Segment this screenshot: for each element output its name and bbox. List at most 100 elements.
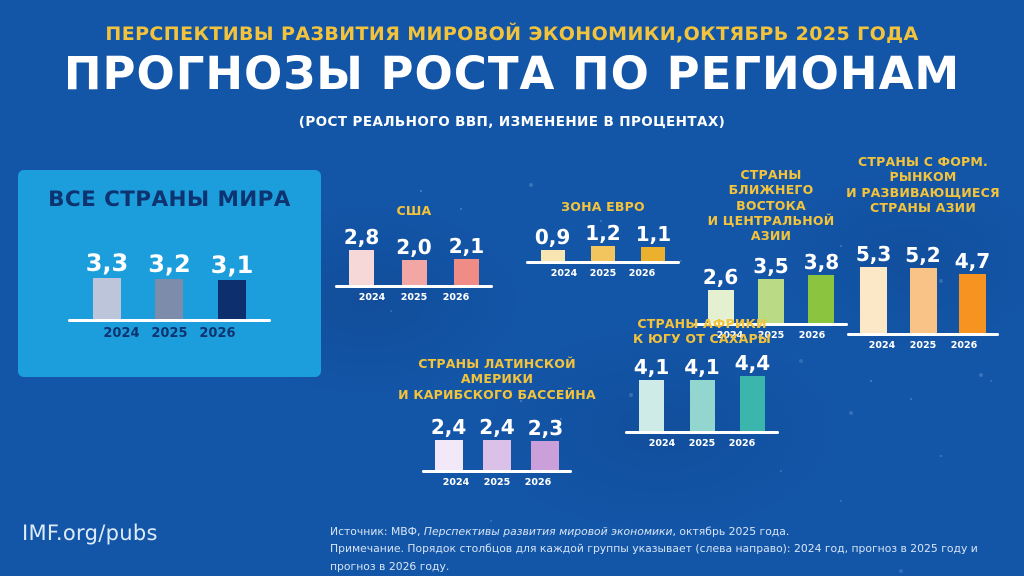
- report-kicker: ПЕРСПЕКТИВЫ РАЗВИТИЯ МИРОВОЙ ЭКОНОМИКИ,О…: [105, 23, 919, 45]
- world-value-label: 3,2: [148, 250, 191, 278]
- usa-bar: [401, 260, 427, 286]
- asia-bar-group-2025: 5,2: [905, 243, 941, 333]
- euro-year-label: 2024: [550, 268, 578, 280]
- world-year-label: 2024: [103, 326, 140, 342]
- africa-bar-group-2024: 4,1: [634, 356, 669, 431]
- latam-year-label: 2024: [442, 476, 470, 488]
- world-year-label: 2025: [151, 326, 188, 342]
- africa-year-label: 2025: [688, 437, 716, 449]
- asia-bar: [860, 267, 888, 333]
- euro-bar: [641, 247, 666, 262]
- latin-america-caribbean-chart: 2,4 2,4 2,3 2024 2025 2026: [421, 402, 573, 488]
- latam-bar-group-2025: 2,4: [479, 414, 515, 470]
- latam-year-label: 2025: [483, 476, 511, 488]
- latam-value-label: 2,3: [527, 415, 564, 440]
- group-usa: США 2,8 2,0 2,1 2024 2025 2026: [334, 203, 494, 304]
- euro-bar-group-2026: 1,1: [636, 223, 671, 262]
- africa-bar: [639, 379, 665, 431]
- latam-year-label: 2026: [524, 476, 552, 488]
- euro-bar-group-2024: 0,9: [534, 225, 571, 262]
- latam-value-label: 2,4: [430, 414, 467, 439]
- world-bar-group-2025: 3,2: [148, 250, 191, 320]
- asia-value-label: 4,7: [954, 249, 991, 273]
- euro-value-label: 1,2: [585, 221, 621, 246]
- background-speckles: [870, 380, 872, 382]
- asia-bar-group-2026: 4,7: [955, 250, 990, 333]
- world-value-label: 3,1: [210, 251, 254, 279]
- world-bar-group-2024: 3,3: [85, 249, 129, 320]
- asia-year-label: 2025: [909, 340, 937, 351]
- latam-bar: [531, 440, 560, 470]
- asia-bar: [958, 274, 986, 333]
- group-euro-area: ЗОНА ЕВРО 0,9 1,2 1,1 2024 2025 2026: [525, 199, 681, 280]
- imf-pubs-link[interactable]: IMF.org/pubs: [22, 521, 158, 545]
- latam-axis-line: [421, 469, 573, 473]
- africa-bar-group-2026: 4,4: [735, 352, 770, 431]
- world-bar: [155, 279, 184, 320]
- asia-bar-group-2024: 5,3: [856, 243, 891, 333]
- sub-saharan-africa-chart: 4,1 4,1 4,4 2024 2025 2026: [624, 347, 780, 449]
- mideast-bar: [707, 290, 734, 324]
- euro-bar: [540, 250, 565, 262]
- world-chart: 3,3 3,2 3,1 2024 2025 2026: [67, 212, 272, 342]
- world-bar: [92, 278, 121, 320]
- group-usa-title: США: [396, 203, 432, 218]
- euro-area-chart: 0,9 1,2 1,1 2024 2025 2026: [525, 214, 681, 280]
- usa-axis-line: [334, 285, 494, 289]
- group-emerging-developing-asia: СТРАНЫ С ФОРМ. РЫНКОМ И РАЗВИВАЮЩИЕСЯ СТ…: [824, 154, 1022, 351]
- asia-year-label: 2026: [950, 340, 978, 351]
- asia-value-label: 5,3: [855, 242, 892, 266]
- world-bar-group-2026: 3,1: [210, 251, 254, 320]
- page-title: ПРОГНОЗЫ РОСТА ПО РЕГИОНАМ: [63, 47, 961, 100]
- usa-bar: [453, 259, 479, 286]
- background-speckles: [520, 400, 522, 402]
- africa-value-label: 4,4: [734, 350, 771, 375]
- mideast-value-label: 3,8: [803, 250, 840, 275]
- mideast-bar: [808, 275, 835, 324]
- mideast-year-label: 2026: [798, 330, 826, 342]
- latam-bar: [483, 439, 511, 470]
- usa-bar-group-2026: 2,1: [448, 234, 485, 286]
- middle-east-central-asia-chart: 2,6 3,5 3,8 2024 2025 2026: [693, 243, 849, 342]
- africa-bar: [689, 379, 715, 431]
- usa-value-label: 2,1: [448, 234, 485, 259]
- group-middle-east-central-asia: СТРАНЫ БЛИЖНЕГО ВОСТОКА И ЦЕНТРАЛЬНОЙ АЗ…: [693, 167, 849, 342]
- latam-value-label: 2,4: [479, 414, 515, 439]
- world-bar: [218, 280, 246, 320]
- mideast-year-label: 2025: [757, 330, 785, 342]
- usa-bar-group-2024: 2,8: [344, 226, 379, 286]
- world-year-label: 2026: [199, 326, 236, 342]
- world-axis-line: [67, 319, 272, 323]
- asia-axis-line: [846, 333, 1000, 336]
- latam-bar-group-2026: 2,3: [528, 417, 563, 470]
- world-value-label: 3,3: [85, 249, 129, 277]
- mideast-bar-group-2025: 3,5: [753, 254, 789, 324]
- world-panel-title: ВСЕ СТРАНЫ МИРА: [48, 187, 291, 212]
- group-emerging-developing-asia-title: СТРАНЫ С ФОРМ. РЫНКОМ И РАЗВИВАЮЩИЕСЯ СТ…: [846, 154, 1000, 215]
- euro-value-label: 0,9: [534, 225, 571, 250]
- usa-year-label: 2025: [400, 292, 428, 304]
- africa-axis-line: [624, 430, 780, 434]
- asia-value-label: 5,2: [905, 243, 941, 267]
- usa-year-label: 2026: [442, 292, 470, 304]
- euro-bar-group-2025: 1,2: [585, 221, 621, 262]
- group-euro-area-title: ЗОНА ЕВРО: [561, 199, 645, 214]
- mideast-bar-group-2024: 2,6: [703, 266, 738, 324]
- group-middle-east-central-asia-title: СТРАНЫ БЛИЖНЕГО ВОСТОКА И ЦЕНТРАЛЬНОЙ АЗ…: [707, 167, 835, 243]
- asia-bar: [909, 268, 937, 333]
- africa-year-label: 2024: [648, 437, 676, 449]
- africa-value-label: 4,1: [684, 354, 720, 379]
- mideast-bar: [758, 279, 784, 324]
- latam-bar: [434, 439, 463, 470]
- euro-year-label: 2026: [628, 268, 656, 280]
- africa-bar-group-2025: 4,1: [684, 354, 720, 431]
- group-latin-america-caribbean: СТРАНЫ ЛАТИНСКОЙ АМЕРИКИ И КАРИБСКОГО БА…: [396, 356, 598, 488]
- group-sub-saharan-africa-title: СТРАНЫ АФРИКИ К ЮГУ ОТ САХАРЫ: [633, 316, 771, 347]
- world-panel: ВСЕ СТРАНЫ МИРА 3,3 3,2 3,1 2024 2025 2026: [18, 170, 321, 377]
- africa-bar: [739, 375, 765, 431]
- mideast-axis-line: [693, 323, 849, 327]
- euro-bar: [591, 246, 615, 262]
- usa-bar-group-2025: 2,0: [396, 236, 432, 286]
- mideast-value-label: 3,5: [753, 254, 789, 279]
